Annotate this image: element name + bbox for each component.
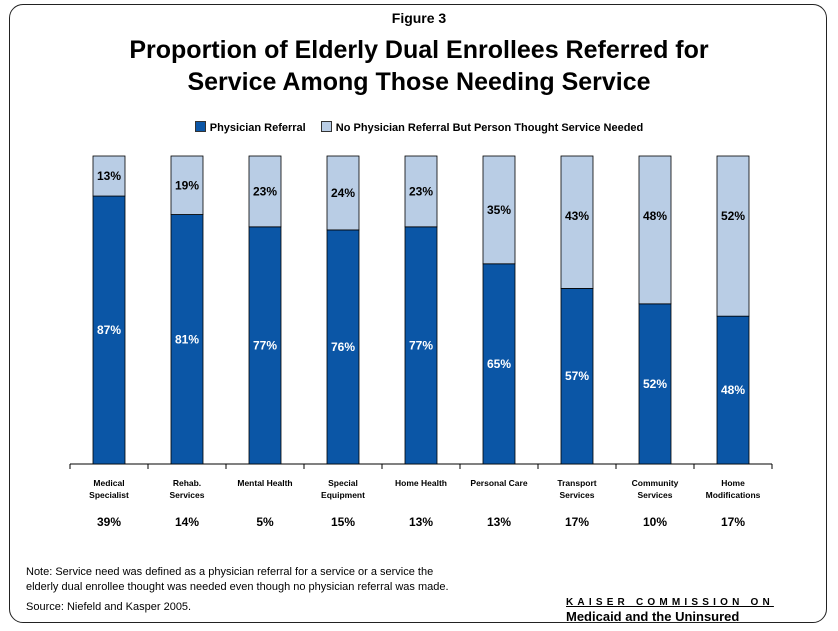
data-label-no-physician: 43% [565,209,589,223]
bar-physician-referral [716,315,750,465]
x-tick-label: Transport [557,478,596,488]
legend-item-physician: Physician Referral [194,121,306,134]
data-label-physician: 77% [409,338,433,352]
bar-no-physician-referral [560,155,594,289]
bar-no-physician-referral [716,155,750,317]
bottom-value-label: 17% [721,515,745,529]
legend-item-no-physician: No Physician Referral But Person Thought… [320,121,644,134]
data-label-physician: 76% [331,340,355,354]
bar-no-physician-referral [170,155,204,215]
bar-physician-referral [248,226,282,465]
data-label-no-physician: 23% [409,184,433,198]
bar-no-physician-referral [482,155,516,265]
legend-label-no-physician: No Physician Referral But Person Thought… [335,122,644,134]
data-label-no-physician: 48% [643,209,667,223]
x-tick-label: Services [170,490,205,500]
bar-no-physician-referral [92,155,126,197]
bar-no-physician-referral [404,155,438,228]
data-label-physician: 48% [721,383,745,397]
note-line-1: Note: Service need was defined as a phys… [26,566,434,578]
brand-line-1: KAISER COMMISSION ON [566,597,774,608]
chart-title-line-2: Service Among Those Needing Service [187,68,651,96]
bottom-value-label: 13% [409,515,433,529]
data-label-no-physician: 23% [253,184,277,198]
data-label-no-physician: 24% [331,186,355,200]
x-tick-label: Medical [93,478,124,488]
source-text: Source: Niefeld and Kasper 2005. [26,601,192,613]
note-text: Note: Service need was defined as a phys… [26,565,586,595]
figure-label: Figure 3 [391,10,447,26]
data-label-physician: 77% [253,338,277,352]
bar-physician-referral [326,229,360,465]
x-tick-label: Personal Care [470,478,527,488]
x-tick-label: Home Health [395,478,447,488]
data-label-physician: 65% [487,357,511,371]
chart-title: Proportion of Elderly Dual Enrollees Ref… [60,34,778,98]
data-label-physician: 57% [565,369,589,383]
chart-title-line-1: Proportion of Elderly Dual Enrollees Ref… [129,36,709,64]
bottom-value-label: 17% [565,515,589,529]
legend-swatch-physician [194,121,206,132]
x-tick-label: Equipment [321,490,365,500]
data-label-no-physician: 35% [487,203,511,217]
x-tick-label: Specialist [89,490,129,500]
data-label-no-physician: 52% [721,209,745,223]
bar-physician-referral [170,214,204,465]
bar-no-physician-referral [326,155,360,231]
bottom-value-label: 39% [97,515,121,529]
x-tick-label: Home [721,478,745,488]
legend-swatch-no-physician [320,121,332,132]
x-tick-label: Mental Health [237,478,292,488]
bar-physician-referral [638,303,672,465]
data-label-no-physician: 19% [175,178,199,192]
bottom-value-label: 13% [487,515,511,529]
data-label-physician: 87% [97,323,121,337]
bar-physician-referral [560,288,594,465]
bar-no-physician-referral [248,155,282,228]
data-label-physician: 81% [175,332,199,346]
bottom-value-label: 5% [256,515,274,529]
x-tick-label: Modifications [706,490,761,500]
brand-line-2: Medicaid and the Uninsured [566,609,740,624]
x-tick-label: Rehab. [173,478,201,488]
x-tick-label: Services [560,490,595,500]
bar-no-physician-referral [638,155,672,305]
data-label-physician: 52% [643,377,667,391]
data-label-no-physician: 13% [97,169,121,183]
bottom-value-label: 14% [175,515,199,529]
chart-legend: Physician Referral No Physician Referral… [0,121,838,134]
bottom-value-label: 10% [643,515,667,529]
legend-label-physician: Physician Referral [209,122,306,134]
note-line-2: elderly dual enrollee thought was needed… [26,581,449,593]
x-tick-label: Community [632,478,679,488]
x-tick-label: Services [638,490,673,500]
bottom-value-label: 15% [331,515,355,529]
x-tick-label: Special [328,478,358,488]
